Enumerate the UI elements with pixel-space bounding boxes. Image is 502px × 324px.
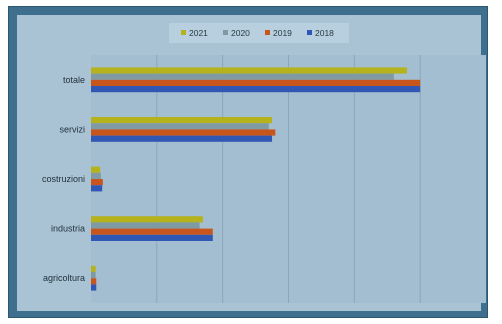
legend-label-2019: 2019 bbox=[273, 28, 292, 38]
bar-2018-industria bbox=[91, 234, 213, 241]
category-label-totale: totale bbox=[63, 75, 85, 85]
bar-2020-agricoltura bbox=[91, 272, 96, 279]
bar-2021-industria bbox=[91, 216, 203, 223]
bar-2018-servizi bbox=[91, 135, 273, 142]
gridlines bbox=[156, 55, 421, 303]
bar-2019-costruzioni bbox=[91, 179, 103, 186]
legend-label-2021: 2021 bbox=[189, 28, 208, 38]
legend-label-2018: 2018 bbox=[315, 28, 334, 38]
category-label-costruzioni: costruzioni bbox=[42, 174, 85, 184]
bar-2021-totale bbox=[91, 67, 407, 74]
bar-2018-costruzioni bbox=[91, 185, 103, 192]
legend-label-2020: 2020 bbox=[231, 28, 250, 38]
bar-2018-totale bbox=[91, 86, 421, 93]
bar-2020-totale bbox=[91, 73, 394, 80]
bar-2018-agricoltura bbox=[91, 284, 97, 291]
bar-chart: 2021 2020 2019 2018 totale servizi costruzion… bbox=[17, 15, 486, 311]
bar-2019-totale bbox=[91, 79, 421, 86]
bar-2021-servizi bbox=[91, 117, 273, 124]
legend-box bbox=[169, 23, 349, 43]
bar-2021-agricoltura bbox=[91, 265, 96, 272]
bar-2019-industria bbox=[91, 228, 213, 235]
category-label-servizi: servizi bbox=[59, 124, 85, 134]
legend: 2021 2020 2019 2018 bbox=[181, 28, 334, 38]
bar-2020-industria bbox=[91, 222, 200, 229]
bar-2019-agricoltura bbox=[91, 278, 97, 285]
bar-2019-servizi bbox=[91, 129, 276, 136]
category-label-industria: industria bbox=[51, 224, 85, 234]
legend-swatch-2019 bbox=[265, 30, 270, 35]
category-labels: totale servizi costruzioni industria agricol… bbox=[42, 75, 85, 283]
bar-2020-costruzioni bbox=[91, 172, 101, 179]
legend-swatch-2021 bbox=[181, 30, 186, 35]
bar-2021-costruzioni bbox=[91, 166, 101, 173]
legend-swatch-2020 bbox=[223, 30, 228, 35]
chart-frame: 2021 2020 2019 2018 totale servizi costruzion… bbox=[8, 6, 488, 318]
legend-swatch-2018 bbox=[307, 30, 312, 35]
category-label-agricoltura: agricoltura bbox=[43, 273, 85, 283]
bars bbox=[91, 67, 421, 291]
bar-2020-servizi bbox=[91, 123, 269, 130]
